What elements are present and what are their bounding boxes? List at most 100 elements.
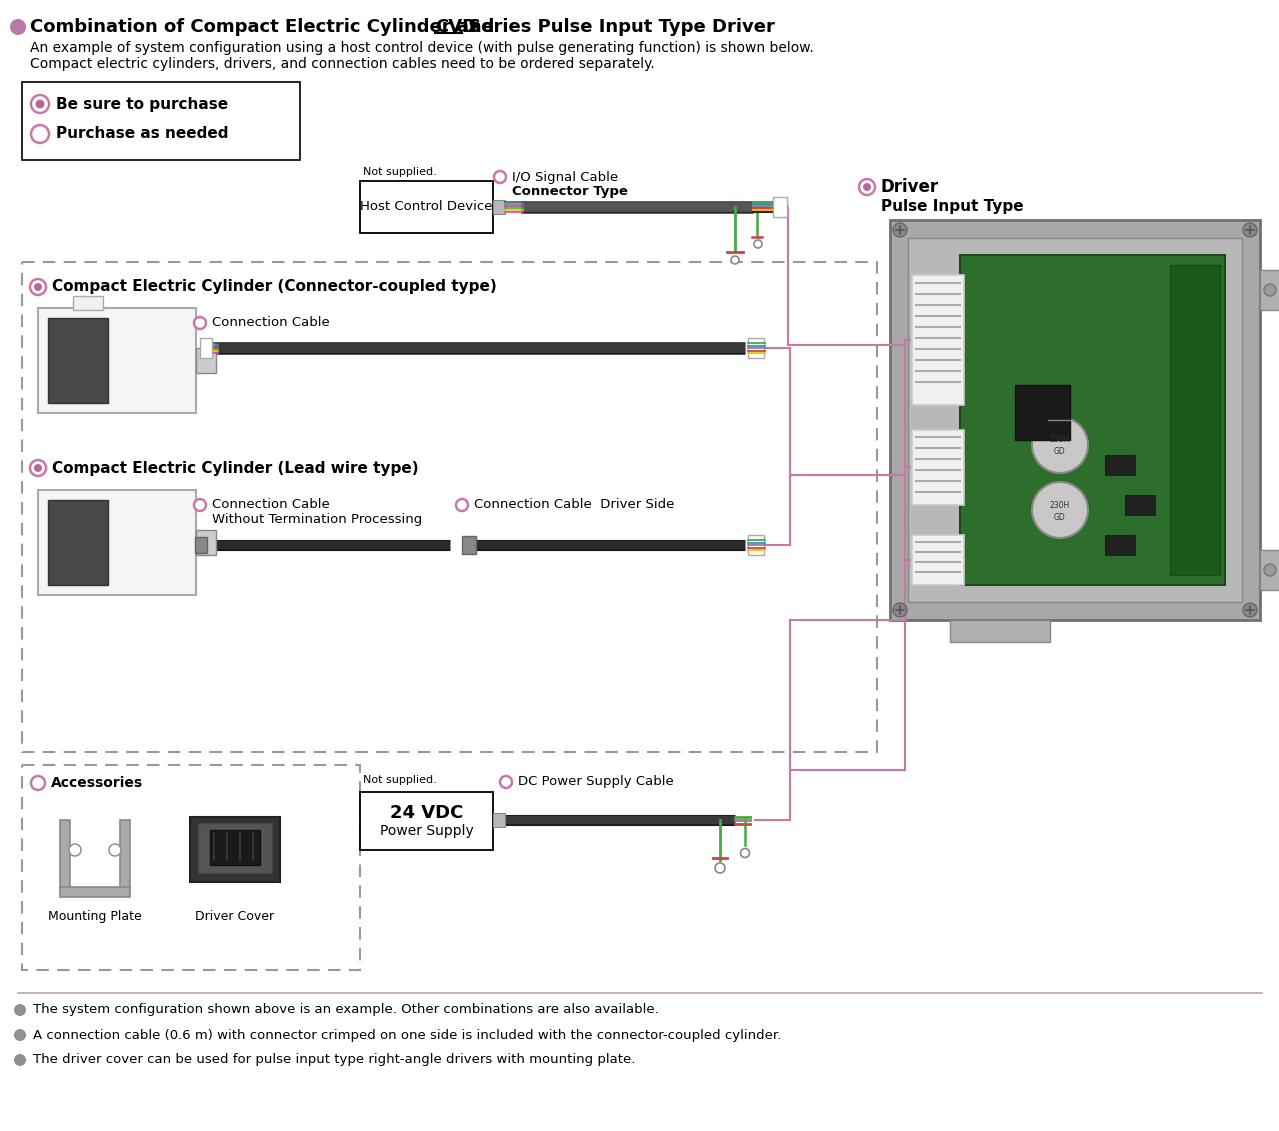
Bar xyxy=(1105,455,1134,475)
Circle shape xyxy=(859,179,875,195)
Circle shape xyxy=(715,863,725,873)
Circle shape xyxy=(14,1004,26,1016)
Text: Be sure to purchase: Be sure to purchase xyxy=(56,96,228,112)
Text: Connection Cable: Connection Cable xyxy=(212,317,330,329)
Bar xyxy=(1260,550,1279,590)
Text: Connector Type: Connector Type xyxy=(512,185,628,199)
Text: Accessories: Accessories xyxy=(51,776,143,789)
Text: Series Pulse Input Type Driver: Series Pulse Input Type Driver xyxy=(462,18,775,36)
Bar xyxy=(912,275,964,405)
Circle shape xyxy=(1264,564,1276,576)
Circle shape xyxy=(31,776,45,789)
Bar xyxy=(210,830,260,865)
Bar xyxy=(120,820,130,890)
Bar xyxy=(38,308,196,413)
Bar xyxy=(890,221,1260,620)
Circle shape xyxy=(69,844,81,856)
Circle shape xyxy=(500,776,512,788)
Text: An example of system configuration using a host control device (with pulse gener: An example of system configuration using… xyxy=(29,41,813,55)
Bar xyxy=(773,197,787,217)
Bar xyxy=(1105,535,1134,555)
Bar xyxy=(73,296,104,310)
Bar xyxy=(1126,495,1155,515)
Text: 230H: 230H xyxy=(1050,435,1071,444)
Text: CVD: CVD xyxy=(435,18,477,36)
Bar xyxy=(194,537,207,553)
Text: Not supplied.: Not supplied. xyxy=(363,167,436,176)
Text: The driver cover can be used for pulse input type right-angle drivers with mount: The driver cover can be used for pulse i… xyxy=(33,1053,636,1067)
Circle shape xyxy=(741,848,749,857)
Circle shape xyxy=(194,499,206,511)
Circle shape xyxy=(863,183,871,191)
Text: Without Termination Processing: Without Termination Processing xyxy=(212,513,422,527)
Text: Driver: Driver xyxy=(881,178,939,196)
Circle shape xyxy=(31,126,49,143)
Circle shape xyxy=(29,460,46,476)
Bar xyxy=(912,535,964,585)
Circle shape xyxy=(36,100,45,109)
Bar xyxy=(60,820,70,890)
Circle shape xyxy=(29,279,46,295)
Bar xyxy=(200,338,212,359)
Bar xyxy=(196,530,216,555)
Bar xyxy=(1260,270,1279,310)
Text: 24 VDC: 24 VDC xyxy=(390,804,463,822)
Bar xyxy=(22,262,877,752)
Bar xyxy=(748,535,764,555)
Bar xyxy=(748,338,764,359)
Circle shape xyxy=(10,19,26,35)
Text: I/O Signal Cable: I/O Signal Cable xyxy=(512,171,618,183)
Bar xyxy=(49,318,107,403)
Bar xyxy=(60,887,130,897)
Text: A connection cable (0.6 m) with connector crimped on one side is included with t: A connection cable (0.6 m) with connecto… xyxy=(33,1028,781,1042)
Text: Compact electric cylinders, drivers, and connection cables need to be ordered se: Compact electric cylinders, drivers, and… xyxy=(29,57,655,71)
Bar xyxy=(1016,385,1071,440)
Bar xyxy=(961,254,1225,585)
Bar xyxy=(462,536,476,554)
Text: Compact Electric Cylinder (Lead wire type): Compact Electric Cylinder (Lead wire typ… xyxy=(52,460,418,475)
Bar xyxy=(908,238,1242,602)
Bar xyxy=(359,792,492,851)
Circle shape xyxy=(755,240,762,248)
Bar xyxy=(22,765,359,970)
Text: Mounting Plate: Mounting Plate xyxy=(49,910,142,923)
Bar xyxy=(492,200,505,214)
Text: Not supplied.: Not supplied. xyxy=(363,775,436,785)
Text: Host Control Device: Host Control Device xyxy=(361,200,492,214)
Circle shape xyxy=(35,283,42,291)
Bar xyxy=(359,181,492,233)
Bar xyxy=(912,430,964,506)
Text: Compact Electric Cylinder (Connector-coupled type): Compact Electric Cylinder (Connector-cou… xyxy=(52,279,496,294)
Text: GD: GD xyxy=(1054,448,1065,457)
Bar xyxy=(22,83,301,159)
Circle shape xyxy=(732,256,739,264)
Circle shape xyxy=(194,317,206,329)
Bar xyxy=(38,490,196,595)
Bar xyxy=(49,500,107,585)
Circle shape xyxy=(14,1054,26,1067)
Bar xyxy=(492,813,505,827)
Text: Power Supply: Power Supply xyxy=(380,824,473,838)
Text: Combination of Compact Electric Cylinder and: Combination of Compact Electric Cylinder… xyxy=(29,18,500,36)
Circle shape xyxy=(1032,482,1088,538)
Circle shape xyxy=(1032,417,1088,473)
Text: GD: GD xyxy=(1054,512,1065,521)
Circle shape xyxy=(494,171,506,183)
Circle shape xyxy=(1243,223,1257,238)
Circle shape xyxy=(109,844,122,856)
Bar xyxy=(191,817,280,882)
Text: Connection Cable  Driver Side: Connection Cable Driver Side xyxy=(475,499,674,511)
Circle shape xyxy=(457,499,468,511)
Bar xyxy=(950,620,1050,642)
Text: Purchase as needed: Purchase as needed xyxy=(56,127,229,141)
Circle shape xyxy=(31,95,49,113)
Text: 230H: 230H xyxy=(1050,501,1071,509)
Text: Pulse Input Type: Pulse Input Type xyxy=(881,199,1023,214)
Bar xyxy=(196,348,216,373)
Text: Driver Cover: Driver Cover xyxy=(196,910,275,923)
Text: DC Power Supply Cable: DC Power Supply Cable xyxy=(518,776,674,788)
Circle shape xyxy=(893,223,907,238)
Circle shape xyxy=(1243,603,1257,618)
Text: The system configuration shown above is an example. Other combinations are also : The system configuration shown above is … xyxy=(33,1003,659,1017)
Circle shape xyxy=(1264,284,1276,296)
